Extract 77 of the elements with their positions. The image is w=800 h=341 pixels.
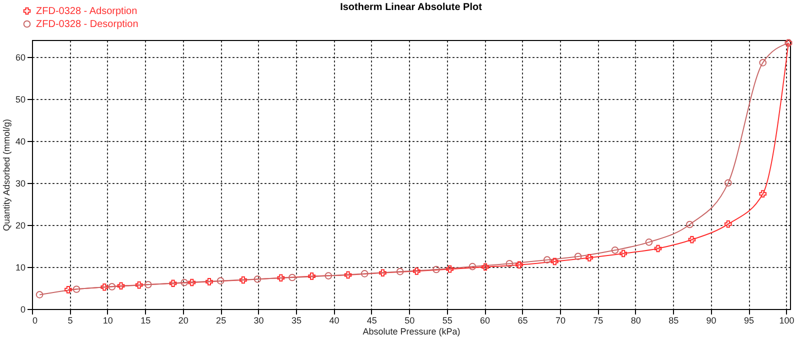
point <box>412 268 420 275</box>
point <box>686 220 694 228</box>
x-tick-label: 35 <box>291 316 302 326</box>
point <box>645 238 653 246</box>
point <box>206 278 213 286</box>
point <box>543 256 551 264</box>
x-tick-label: 20 <box>178 316 188 326</box>
point <box>688 236 696 244</box>
x-tick-label: 50 <box>404 316 415 326</box>
x-tick-label: 65 <box>518 316 528 326</box>
point <box>324 272 332 280</box>
point <box>396 268 404 276</box>
point <box>108 283 116 290</box>
point <box>180 278 188 286</box>
y-axis-title: Quantity Adsorbed (mmol/g) <box>1 118 12 232</box>
point <box>654 244 662 252</box>
point <box>344 271 352 279</box>
point <box>36 291 44 298</box>
y-tick-label: 60 <box>15 52 26 62</box>
legend-label: ZFD-0328 - Adsorption <box>36 6 138 17</box>
point <box>240 276 247 284</box>
point <box>64 286 72 294</box>
point <box>100 283 108 291</box>
x-tick-label: 0 <box>32 316 38 326</box>
y-tick-label: 50 <box>15 94 26 104</box>
x-tick-label: 90 <box>706 316 716 326</box>
point <box>611 246 619 254</box>
point <box>117 282 125 290</box>
x-axis-title: Absolute Pressure (kPa) <box>362 326 460 336</box>
y-tick-label: 40 <box>15 136 26 146</box>
point <box>360 270 368 278</box>
y-tick-label: 20 <box>15 220 26 230</box>
point <box>254 276 262 283</box>
point <box>135 281 143 289</box>
point <box>620 250 627 258</box>
x-tick-label: 10 <box>102 316 113 326</box>
point <box>759 59 767 66</box>
x-tick-label: 70 <box>555 316 566 326</box>
x-tick-label: 60 <box>480 316 490 326</box>
x-tick-label: 45 <box>366 316 377 326</box>
point <box>144 280 152 288</box>
point <box>574 252 582 260</box>
point <box>188 278 196 286</box>
point <box>551 258 558 266</box>
point <box>468 262 476 270</box>
point <box>482 263 489 271</box>
point <box>724 179 732 187</box>
point <box>277 274 285 282</box>
y-tick-label: 30 <box>15 178 26 188</box>
legend-label: ZFD-0328 - Desorption <box>36 19 138 30</box>
x-tick-label: 30 <box>254 316 264 326</box>
point <box>379 269 386 277</box>
point <box>288 274 296 282</box>
point <box>72 286 80 293</box>
x-tick-label: 75 <box>593 316 604 326</box>
x-tick-label: 15 <box>140 316 151 326</box>
point <box>759 190 767 198</box>
x-tick-label: 55 <box>442 316 452 326</box>
x-tick-label: 80 <box>630 316 641 326</box>
point <box>216 277 224 284</box>
x-tick-label: 5 <box>68 316 73 326</box>
x-tick-label: 95 <box>744 316 754 326</box>
point <box>308 272 316 280</box>
x-tick-label: 100 <box>779 316 794 326</box>
point <box>432 266 440 274</box>
point <box>446 265 454 273</box>
point <box>169 280 177 288</box>
point <box>724 220 732 228</box>
y-tick-label: 0 <box>20 304 26 314</box>
point <box>506 260 514 268</box>
point <box>516 261 523 269</box>
point <box>586 254 594 262</box>
x-tick-label: 25 <box>216 316 226 326</box>
x-tick-label: 40 <box>329 316 340 326</box>
x-tick-label: 85 <box>668 316 679 326</box>
chart-title: Isotherm Linear Absolute Plot <box>340 2 483 13</box>
y-tick-label: 10 <box>15 262 26 272</box>
